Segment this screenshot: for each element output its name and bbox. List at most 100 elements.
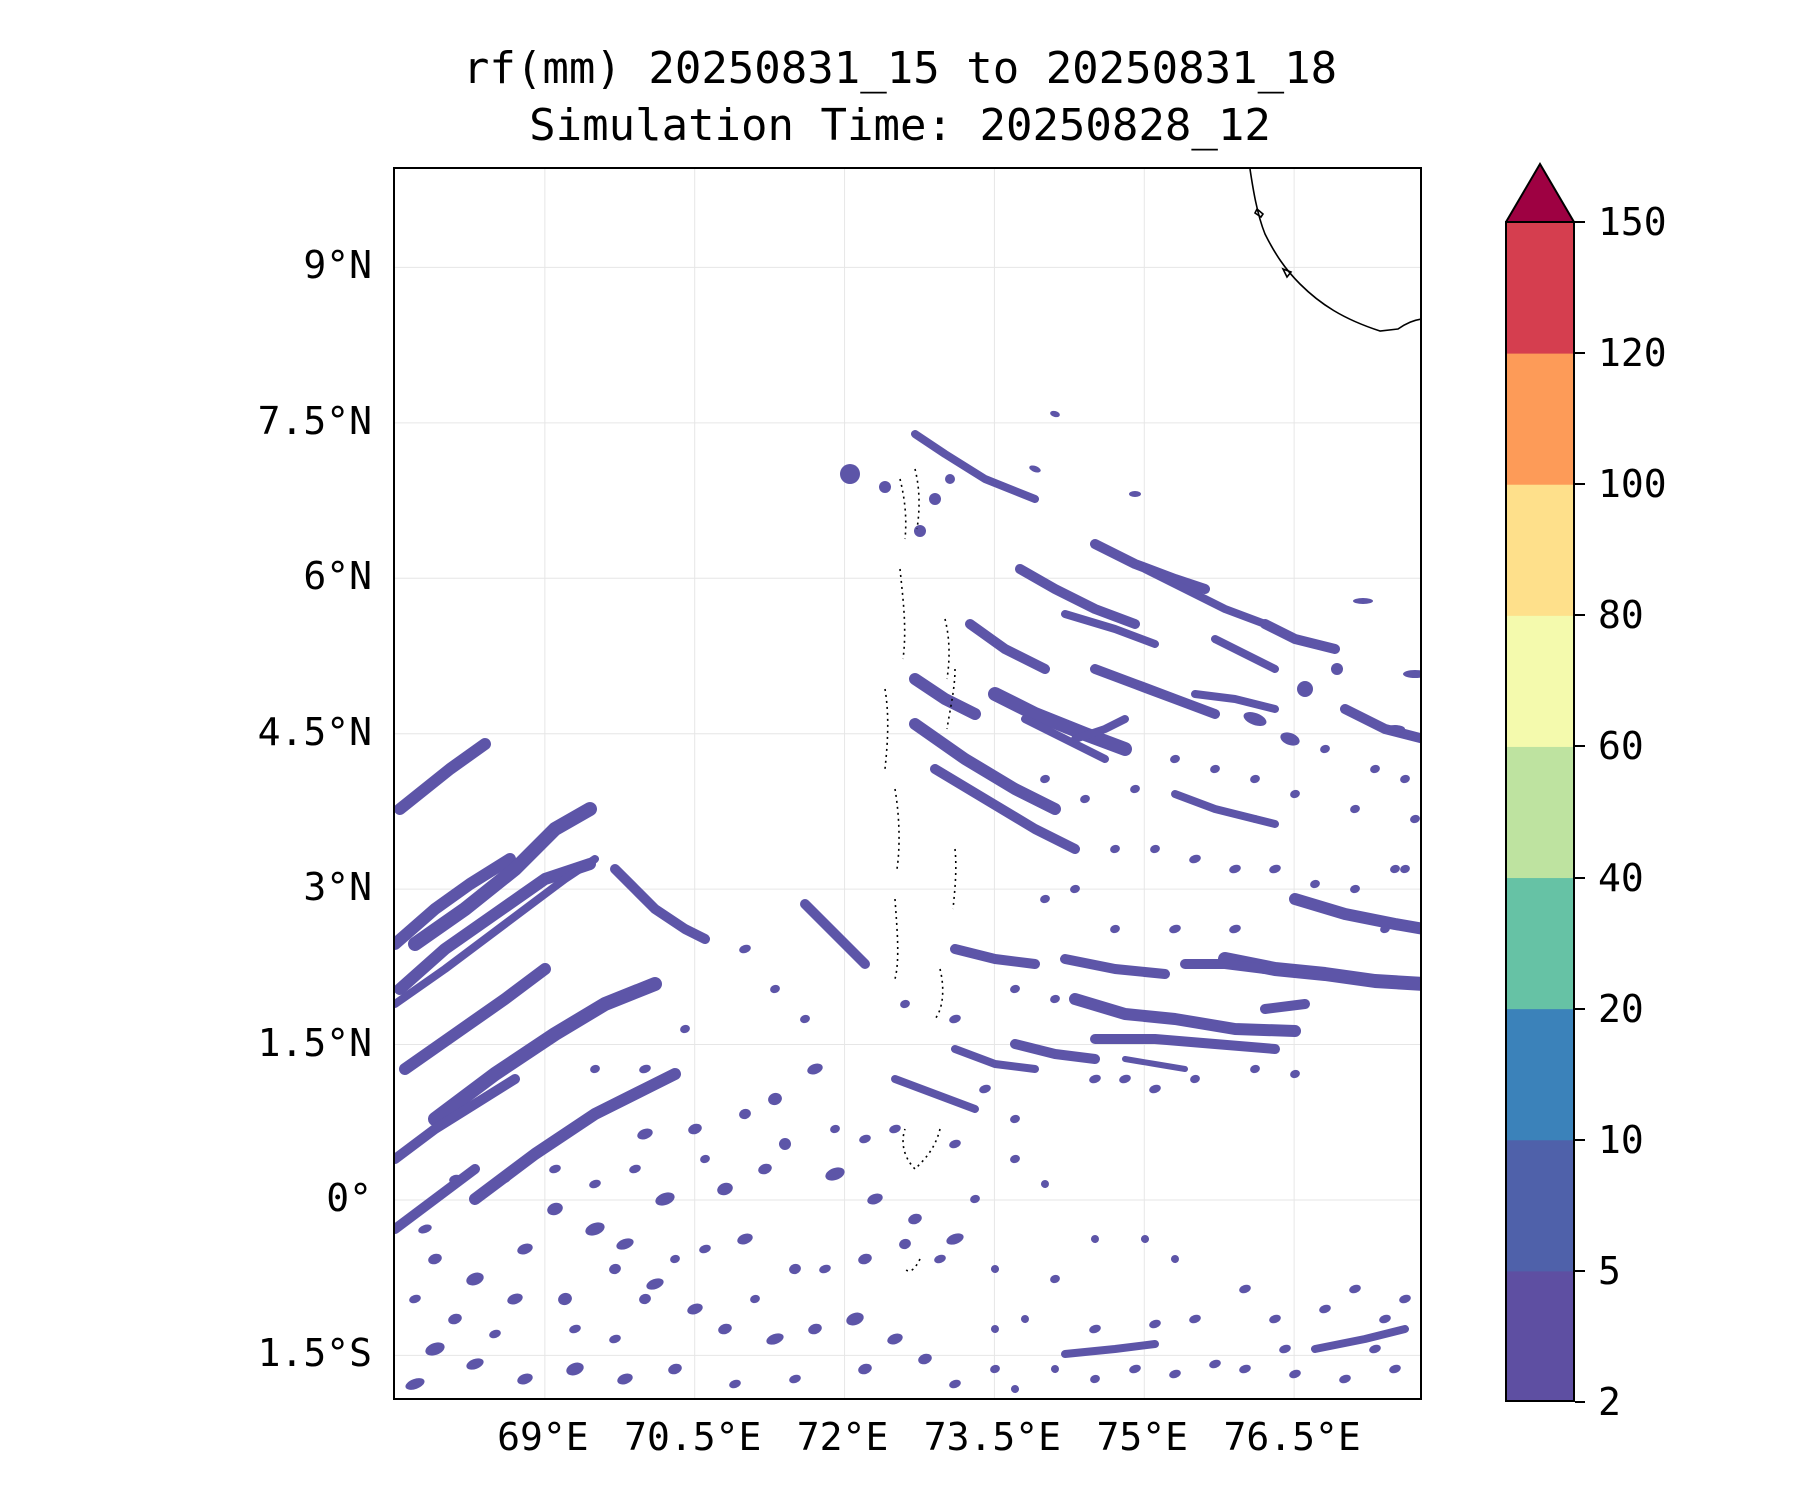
rain-band <box>1180 959 1270 974</box>
colorbar-segment <box>1506 353 1574 485</box>
rain-band <box>395 855 599 1008</box>
rain-cell <box>1279 1344 1291 1354</box>
rain-cell <box>1290 789 1300 799</box>
rain-cell <box>1250 774 1260 784</box>
map-subtitle: Simulation Time: 20250828_12 <box>529 100 1271 151</box>
colorbar-tick-label: 100 <box>1598 462 1667 507</box>
atoll-outline <box>952 848 957 910</box>
atoll-outline <box>944 618 950 680</box>
colorbar-tick-label: 2 <box>1598 1380 1621 1424</box>
rain-cell <box>1320 744 1330 754</box>
lon-tick-label: 75°E <box>1096 1415 1189 1459</box>
rain-cell <box>1050 410 1060 418</box>
rain-cell <box>1171 1255 1179 1263</box>
rain-cell <box>1141 1235 1149 1243</box>
rain-band <box>395 858 596 995</box>
colorbar-tick-mark <box>1575 352 1585 355</box>
rain-band <box>1071 715 1129 743</box>
rain-band <box>1260 999 1310 1014</box>
rain-cell <box>1110 924 1120 934</box>
rain-cell <box>1350 804 1360 814</box>
rain-band <box>1061 1340 1159 1358</box>
colorbar-tick-label: 80 <box>1598 593 1644 638</box>
rain-cell <box>840 464 860 484</box>
lat-tick-label: 6°N <box>303 554 372 599</box>
rain-cell <box>1089 1324 1101 1334</box>
rainfall-map <box>395 169 1420 1398</box>
colorbar-tick-mark <box>1575 221 1585 223</box>
rainfall-contours <box>395 410 1420 1393</box>
atoll-outline <box>902 1128 941 1171</box>
rain-cell <box>569 1324 581 1334</box>
lon-tick-label: 70.5°E <box>624 1415 762 1459</box>
rain-cell <box>1050 994 1060 1004</box>
rain-cell <box>1319 1304 1331 1314</box>
rain-band <box>1289 893 1420 935</box>
rain-cell <box>879 481 891 493</box>
colorbar-tick-mark <box>1575 1138 1585 1141</box>
rain-cell <box>1385 725 1405 733</box>
rain-cell <box>1169 924 1181 934</box>
rain-cell <box>1353 598 1373 604</box>
colorbar-segment <box>1506 746 1574 879</box>
rain-cell <box>639 1293 651 1305</box>
rain-cell <box>1051 1365 1059 1373</box>
lat-tick-label: 7.5°N <box>257 398 372 443</box>
rain-cell <box>945 474 955 484</box>
lat-tick-label: 0° <box>326 1175 372 1220</box>
rain-cell <box>585 1222 605 1236</box>
atoll-outline <box>934 968 944 1020</box>
rain-band <box>1090 664 1220 719</box>
colorbar-tick-mark <box>1575 1401 1585 1403</box>
atoll-outline <box>914 468 920 530</box>
lat-tick-label: 1.5°S <box>257 1331 372 1376</box>
rain-band <box>1311 1325 1409 1353</box>
rain-cell <box>768 1092 782 1106</box>
rain-band <box>1122 1056 1188 1072</box>
rain-band <box>1090 539 1210 594</box>
rain-cell <box>819 1264 831 1274</box>
coast-inlet-2 <box>1281 267 1293 279</box>
colorbar-tick-label: 120 <box>1598 331 1667 376</box>
rain-cell <box>949 1014 961 1024</box>
rain-band <box>1211 635 1279 673</box>
rain-cell <box>825 1167 845 1181</box>
rain-cell <box>428 1253 442 1265</box>
rain-cell <box>1190 1074 1200 1084</box>
rain-cell <box>908 1213 922 1225</box>
rain-cell <box>646 1278 664 1290</box>
rain-cell <box>1239 1284 1251 1294</box>
rain-cell <box>867 1193 883 1205</box>
rain-band <box>1260 619 1340 654</box>
lon-tick-label: 73.5°E <box>923 1415 1062 1459</box>
rain-band <box>469 1068 681 1205</box>
rain-cell <box>700 1154 710 1164</box>
rain-cell <box>405 1378 425 1390</box>
rain-cell <box>949 1379 961 1389</box>
rain-band <box>1090 1034 1280 1054</box>
rain-cell <box>1029 465 1041 473</box>
rain-cell <box>1269 864 1281 874</box>
rain-cell <box>750 1294 760 1304</box>
rain-band <box>911 430 1039 503</box>
colorbar-tick-mark <box>1575 483 1585 486</box>
rain-cell <box>1369 1344 1381 1354</box>
atoll-outline <box>904 1258 921 1272</box>
rain-cell <box>1090 1374 1100 1384</box>
rain-band <box>408 802 597 951</box>
colorbar-tick-label: 40 <box>1598 855 1644 900</box>
rain-cell <box>629 1164 641 1174</box>
rain-cell <box>680 1024 690 1034</box>
rain-band <box>610 864 710 944</box>
rain-band <box>1061 610 1159 648</box>
rain-cell <box>717 1182 733 1196</box>
rain-cell <box>1379 1314 1391 1324</box>
rain-cell <box>859 1134 871 1144</box>
rain-cell <box>1021 1315 1029 1323</box>
rain-band <box>930 764 1080 854</box>
rain-cell <box>1080 794 1090 804</box>
rain-cell <box>1169 1369 1181 1379</box>
rain-band <box>428 977 662 1126</box>
rain-cell <box>1091 1235 1099 1243</box>
rain-cell <box>1010 1114 1020 1124</box>
